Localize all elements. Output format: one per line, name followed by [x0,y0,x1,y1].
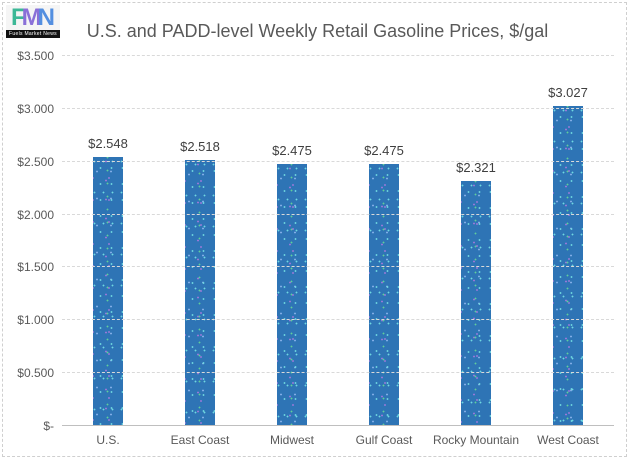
x-tick-label-gulf-coast: Gulf Coast [355,433,413,447]
y-tick-label: $0.500 [17,366,54,381]
bar-value-label: $2.321 [456,159,496,175]
bar-gulf-coast [369,164,399,426]
x-tick-label-east-coast: East Coast [170,433,230,447]
y-tick-label: $2.500 [17,154,54,169]
x-tick-label-u-s: U.S. [96,433,120,447]
x-tick-label-midwest: Midwest [269,433,314,447]
x-tick-label-west-coast: West Coast [537,433,599,447]
bar-column-u-s: $2.548 [62,56,154,426]
chart-title: U.S. and PADD-level Weekly Retail Gasoli… [86,21,549,41]
bar-column-midwest: $2.475 [246,56,338,426]
gridline [62,266,614,268]
y-tick-label: $3.000 [17,101,54,116]
fmn-logo-letter-m: M [21,5,42,31]
bar-column-gulf-coast: $2.475 [338,56,430,426]
fmn-logo-caption: Fuels Market News [6,30,60,38]
fmn-logo-letter-n: N [37,5,55,31]
x-tick-label-rocky-mountain: Rocky Mountain [432,433,520,447]
bar-east-coast [185,159,215,426]
gridline [62,319,614,321]
gridline [62,160,614,162]
bar-u-s [93,156,123,426]
bar-column-west-coast: $3.027 [522,56,614,426]
bar-column-rocky-mountain: $2.321 [430,56,522,426]
bar-column-east-coast: $2.518 [154,56,246,426]
y-tick-label: $1.500 [17,260,54,275]
y-axis-labels: $3.500 $3.000 $2.500 $2.000 $1.500 $1.000 $0.5… [0,49,54,433]
y-tick-label: $2.000 [17,207,54,222]
bars-row: $2.548 $2.518 $2.475 $2.475 $2.321 $3.027 [62,56,614,426]
bar-value-label: $2.548 [88,135,128,151]
gridline [62,213,614,215]
x-axis-labels: U.S. East Coast Midwest Gulf Coast Rocky Mou… [62,433,614,447]
y-tick-label: $1.000 [17,313,54,328]
bar-value-label: $3.027 [548,85,588,101]
gridline [62,55,614,56]
gridline [62,107,614,109]
bar-value-label: $2.518 [180,138,220,154]
gridline [62,372,614,374]
bar-value-label: $2.475 [272,143,312,159]
x-axis-line [62,425,614,426]
bar-midwest [277,164,307,426]
bar-value-label: $2.475 [364,143,404,159]
bar-rocky-mountain [461,180,491,426]
y-tick-label: $- [43,419,54,433]
plot-area: $2.548 $2.518 $2.475 $2.475 $2.321 $3.027 [62,55,614,426]
y-tick-label: $3.500 [17,49,54,63]
